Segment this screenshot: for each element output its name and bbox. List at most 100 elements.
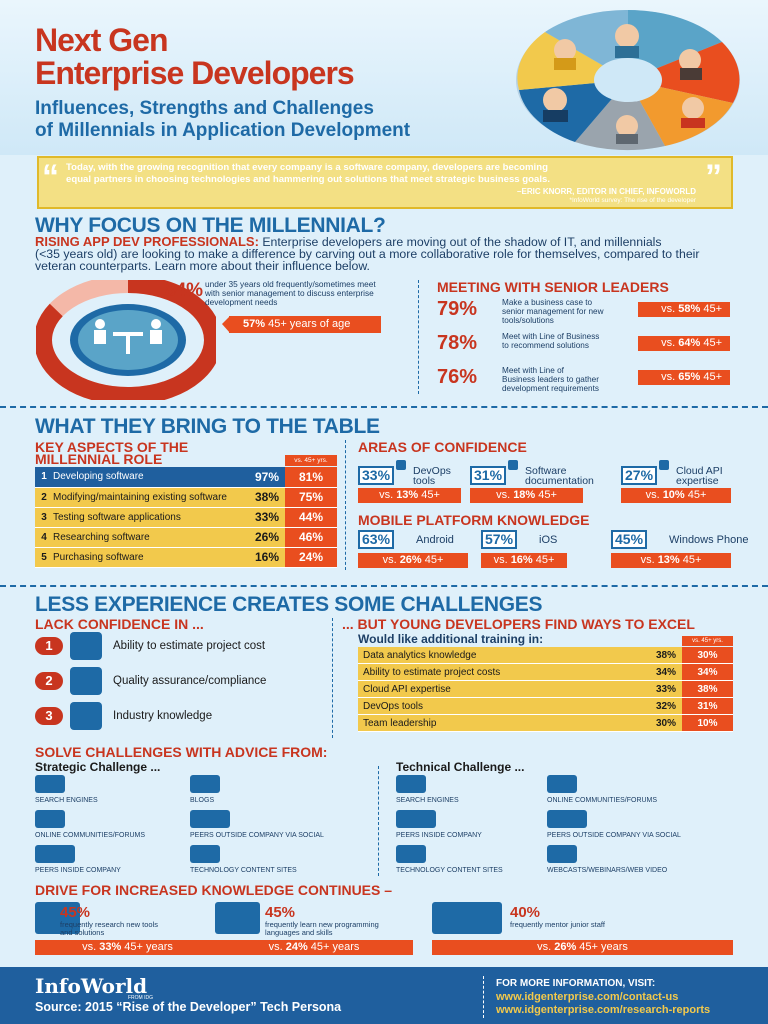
senior-vs-prefix: vs. xyxy=(661,337,679,349)
advice-label: ONLINE COMMUNITIES/FORUMS xyxy=(547,797,658,804)
senior-vs-pct: 64% xyxy=(678,337,701,349)
meeting-donut-chart xyxy=(36,280,216,400)
search-engine-icon xyxy=(35,775,65,793)
advice-label: PEERS INSIDE COMPANY xyxy=(35,867,121,874)
training-vs: 10% xyxy=(682,715,733,731)
role-num: 1 xyxy=(35,467,53,488)
senior-title: MEETING WITH SENIOR LEADERS xyxy=(437,279,669,295)
senior-desc: Meet with Line of Business leaders to gat… xyxy=(502,366,630,393)
quote-close-icon: ” xyxy=(705,158,722,196)
role-label: Developing software xyxy=(53,467,243,488)
lack-title: LACK CONFIDENCE IN ... xyxy=(35,616,204,632)
drive-desc-line: frequently learn new programming xyxy=(265,920,379,929)
drive-desc: frequently mentor junior staff xyxy=(510,921,605,929)
training-row: DevOps tools 32% 31% xyxy=(358,698,733,715)
footer-link-research[interactable]: www.idgenterprise.com/research-reports xyxy=(496,1004,711,1016)
quote-open-icon: “ xyxy=(42,158,59,196)
role-label: Purchasing software xyxy=(53,547,243,568)
role-row: 1 Developing software 97% 81% xyxy=(35,467,337,488)
senior-desc-line: Meet with Line of xyxy=(502,366,564,375)
training-label: Data analytics knowledge xyxy=(363,650,477,661)
role-row: 3 Testing software applications 33% 44% xyxy=(35,507,337,528)
role-label: Researching software xyxy=(53,527,243,548)
conf-desc-line: tools xyxy=(413,475,436,487)
training-table: Data analytics knowledge 38% 30% Ability to… xyxy=(358,647,733,732)
advice-label: WEBCASTS/WEBINARS/WEB VIDEO xyxy=(547,867,668,874)
thumb-up-icon xyxy=(508,460,518,470)
peers-social-icon xyxy=(190,810,230,828)
footer-divider xyxy=(483,976,484,1018)
senior-pct: 76% xyxy=(437,366,478,388)
drive-title: DRIVE FOR INCREASED KNOWLEDGE CONTINUES … xyxy=(35,882,393,898)
thumb-up-icon xyxy=(659,460,669,470)
big-desc-line3: development needs xyxy=(205,297,278,307)
chat-bubble-icon xyxy=(547,775,577,793)
footer-brand-sub: FROM IDG xyxy=(128,995,153,1001)
senior-desc: Make a business case to senior management… xyxy=(502,298,630,325)
senior-desc: Meet with Line of Business to recommend s… xyxy=(502,332,630,350)
advice-label: PEERS INSIDE COMPANY xyxy=(396,832,482,839)
training-label: Ability to estimate project costs xyxy=(363,667,501,678)
thumb-up-icon xyxy=(396,460,406,470)
training-label: DevOps tools xyxy=(363,701,424,712)
footer-more-info: FOR MORE INFORMATION, VISIT: xyxy=(496,978,656,989)
why-lead: RISING APP DEV PROFESSIONALS: xyxy=(35,234,259,249)
why-intro: RISING APP DEV PROFESSIONALS: Enterprise… xyxy=(35,234,735,272)
meeting-people-icon xyxy=(94,319,162,354)
advice-label: TECHNOLOGY CONTENT SITES xyxy=(190,867,297,874)
training-label: Team leadership xyxy=(363,718,437,729)
advice-label: SEARCH ENGINES xyxy=(396,797,459,804)
conf-vs-tag: vs. 10% 45+ xyxy=(621,488,731,503)
footer xyxy=(0,967,768,1024)
donut-arc-84 xyxy=(36,280,216,400)
mobile-badge: 63% xyxy=(358,530,395,549)
training-label: Cloud API expertise xyxy=(363,684,451,695)
senior-desc-line: to recommend solutions xyxy=(502,341,589,350)
role-row: 5 Purchasing software 16% 24% xyxy=(35,547,337,568)
drive-vs-prefix: vs. xyxy=(82,941,100,953)
senior-vs-age: 45+ xyxy=(700,303,722,315)
conf-vs-age: 45+ xyxy=(418,489,440,501)
senior-vs-tag: vs. 58% 45+ xyxy=(638,302,730,317)
challenges-section-title: LESS EXPERIENCE CREATES SOME CHALLENGES xyxy=(35,593,543,616)
training-pct: 33% xyxy=(655,684,676,695)
role-label: Modifying/maintaining existing software xyxy=(53,487,243,508)
senior-pct: 79% xyxy=(437,298,478,320)
drive-pct: 40% xyxy=(510,904,541,921)
role-row: 2 Modifying/maintaining existing software… xyxy=(35,487,337,508)
conf-vs-age: 45+ xyxy=(684,489,707,501)
footer-link-contact[interactable]: www.idgenterprise.com/contact-us xyxy=(496,991,679,1003)
calculator-icon xyxy=(70,632,102,660)
drive-desc-line: frequently research new tools xyxy=(60,920,158,929)
page-subtitle-line2: of Millennials in Application Developmen… xyxy=(35,120,411,141)
mobile-label: Android xyxy=(416,534,454,546)
training-row: Team leadership 30% 10% xyxy=(358,715,733,732)
role-num: 5 xyxy=(35,547,53,568)
video-play-icon xyxy=(547,845,577,863)
drive-vs-tag: vs. 26% 45+ years xyxy=(432,940,733,955)
conf-badge: 33% xyxy=(358,466,395,485)
training-vs: 34% xyxy=(682,664,733,680)
conf-desc: DevOps tools xyxy=(413,466,451,487)
drive-vs-prefix: vs. xyxy=(268,941,286,953)
key-title-line1: KEY ASPECTS OF THE xyxy=(35,439,189,455)
quote-box xyxy=(37,156,733,209)
senior-vs-age: 45+ xyxy=(700,371,722,383)
avatar-wheel-illustration xyxy=(516,9,740,151)
senior-desc-line: Meet with Line of Business xyxy=(502,332,600,341)
advice-divider xyxy=(378,766,379,876)
mobile-vs-pct: 26% xyxy=(399,554,422,566)
peers-icon xyxy=(35,845,75,863)
dashed-divider-2 xyxy=(0,585,768,587)
roles-table: 1 Developing software 97% 81% 2 Modifying/mai… xyxy=(35,467,337,568)
senior-desc-line: senior management for new xyxy=(502,307,604,316)
mobile-vs-age: 45+ xyxy=(679,554,702,566)
conf-vs-tag: vs. 13% 45+ xyxy=(358,488,461,503)
advice-label: TECHNOLOGY CONTENT SITES xyxy=(396,867,503,874)
why-text-line1: Enterprise developers are moving out of … xyxy=(258,235,662,249)
role-pct: 16% xyxy=(243,547,285,568)
peers-social-icon xyxy=(547,810,587,828)
drive-vs-age: 45+ years xyxy=(576,941,628,953)
role-vs: 75% xyxy=(285,487,337,508)
footer-source: Source: 2015 “Rise of the Developer” Tec… xyxy=(35,1000,342,1014)
